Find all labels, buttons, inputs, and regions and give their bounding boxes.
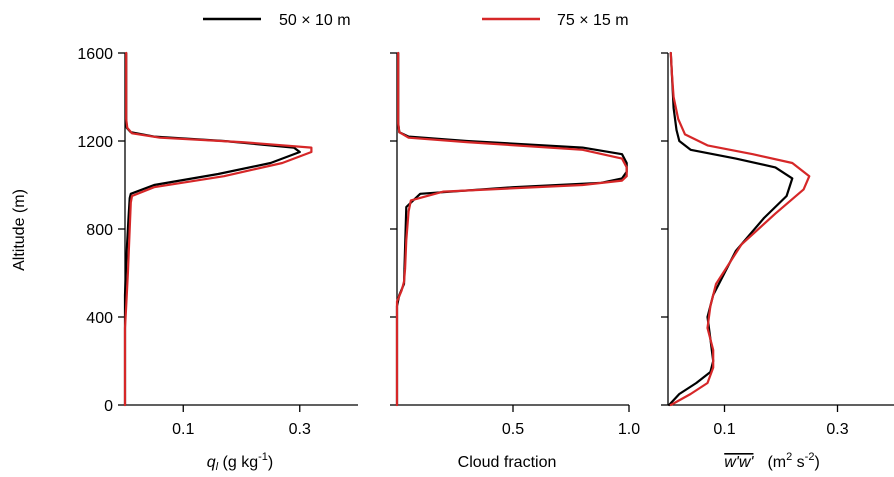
x-tick-label-wvariance-1: 0.3 (826, 421, 848, 438)
legend-label-0: 50 × 10 m (279, 12, 351, 29)
series-line-liquid-water-fine (123, 51, 301, 407)
series-line-wvariance-coarse (669, 51, 811, 407)
x-tick-label-cloud-fraction-0: 0.5 (502, 421, 524, 438)
x-axis-title-wvariance: w'w' (m2 s-2) (724, 451, 820, 471)
series-line-cloud-fraction-fine (395, 51, 628, 407)
x-title-sup: -1 (258, 451, 268, 463)
y-tick-label-800: 800 (86, 222, 113, 239)
y-axis-title: Altitude (m) (11, 189, 28, 271)
y-tick-label-0: 0 (104, 398, 113, 415)
x-title-overline-var: w'w' (724, 454, 754, 471)
y-tick-label-400: 400 (86, 310, 113, 327)
series-line-cloud-fraction-coarse (395, 51, 628, 407)
x-axis-title-liquid-water: ql (g kg-1) (207, 451, 273, 473)
y-axis-title-group: Altitude (m) (11, 189, 28, 271)
y-tick-label-1200: 1200 (77, 134, 113, 151)
x-tick-label-cloud-fraction-1: 1.0 (618, 421, 640, 438)
x-title-close: ) (268, 454, 273, 471)
x-tick-label-wvariance-0: 0.1 (713, 421, 735, 438)
panel-cloud-fraction: 0.5 1.0 (390, 51, 640, 438)
panel-liquid-water: 0 400 800 1200 1600 0.1 0.3 (77, 46, 358, 438)
x-title-sup2: -2 (805, 451, 815, 463)
panel-vertical-velocity-variance: 0.1 0.3 (661, 51, 894, 438)
x-title-var: q (207, 454, 216, 471)
x-tick-label-liquid-water-0: 0.1 (172, 421, 194, 438)
x-axis-title-cloud-fraction: Cloud fraction (458, 454, 557, 471)
x-title-close: ) (814, 454, 819, 471)
x-title-mid: s (792, 454, 804, 471)
x-title-sub: l (216, 461, 219, 473)
x-tick-label-liquid-water-1: 0.3 (289, 421, 311, 438)
x-title-sup1: 2 (786, 451, 792, 463)
x-title-units: (g kg (218, 454, 258, 471)
y-tick-label-1600: 1600 (77, 46, 113, 63)
series-line-wvariance-fine (668, 51, 794, 407)
series-line-liquid-water-coarse (123, 51, 313, 407)
x-title-units: (m (767, 454, 786, 471)
legend: 50 × 10 m 75 × 15 m (203, 12, 629, 29)
legend-label-1: 75 × 15 m (557, 12, 629, 29)
